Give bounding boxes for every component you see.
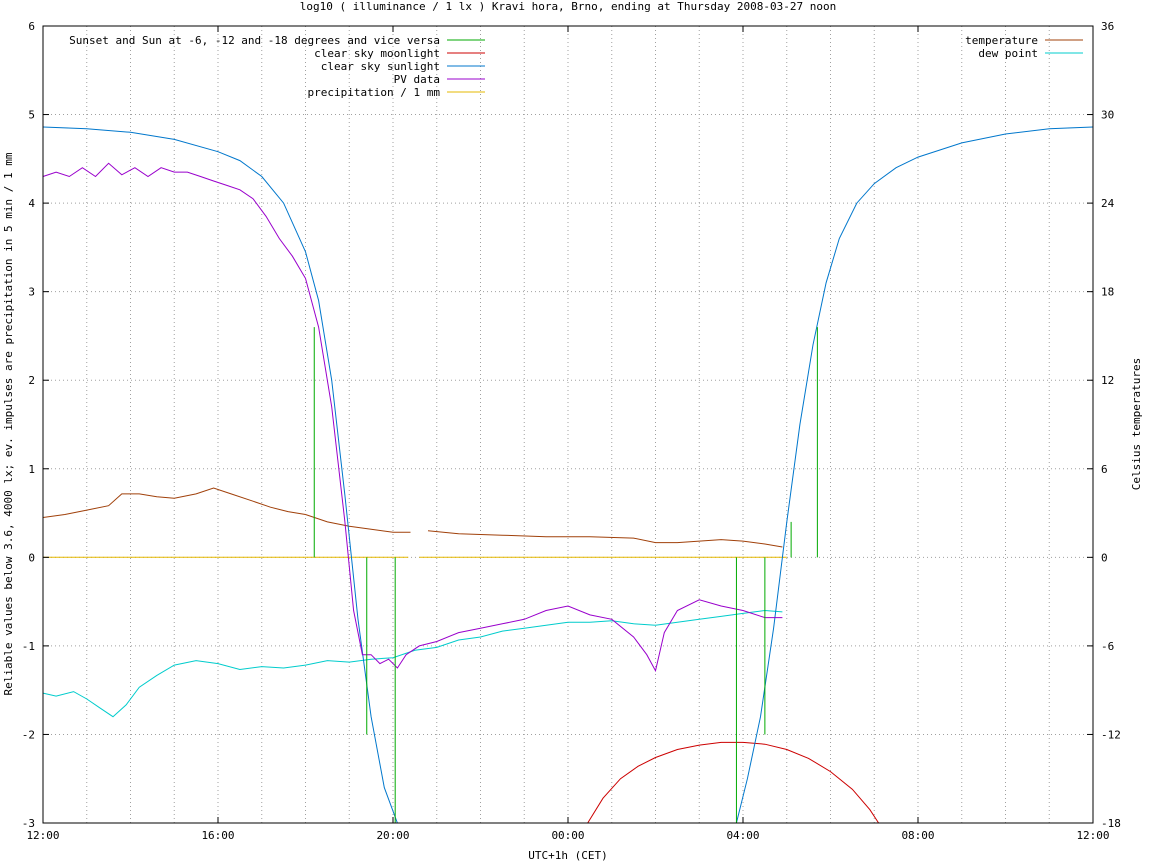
y2-tick-label: 30 [1101,109,1114,122]
series-moonlight [587,741,880,824]
legend: Sunset and Sun at -6, -12 and -18 degree… [69,34,1083,99]
series-pv-data [42,162,783,673]
series-temperature [427,530,783,548]
x-tick-label: 04:00 [726,829,759,842]
y2-tick-label: -6 [1101,640,1114,653]
y2-tick-label: 0 [1101,551,1108,564]
plot-frame [42,25,1094,824]
y2-axis-label: Celsius temperatures [1130,358,1143,490]
y-tick-label: -1 [22,640,35,653]
legend-label: temperature [965,34,1038,47]
y-tick-label: -3 [22,817,35,830]
y-tick-label: 1 [28,463,35,476]
y2-tick-label: 24 [1101,197,1115,210]
legend-label: Sunset and Sun at -6, -12 and -18 degree… [69,34,440,47]
x-tick-label: 16:00 [201,829,234,842]
x-tick-label: 20:00 [376,829,409,842]
y-tick-label: 2 [28,374,35,387]
legend-label: precipitation / 1 mm [308,86,441,99]
x-tick-label: 00:00 [551,829,584,842]
y2-tick-label: -18 [1101,817,1121,830]
y-tick-label: 4 [28,197,35,210]
series-dew-point [42,609,783,718]
series-temperature [42,487,411,533]
x-tick-label: 12:00 [26,829,59,842]
x-axis-label: UTC+1h (CET) [528,849,607,862]
legend-label: clear sky sunlight [321,60,440,73]
tick-layer: 12:00 16:00 20:00 00:00 04:00 08:00 12:00-3-2-… [22,20,1121,842]
y-tick-label: 5 [28,109,35,122]
y2-tick-label: 6 [1101,463,1108,476]
legend-label: dew point [978,47,1038,60]
y2-tick-label: 12 [1101,374,1114,387]
x-tick-label: 12:00 [1076,829,1109,842]
grid [43,26,1093,823]
y-tick-label: 6 [28,20,35,33]
y-tick-label: -2 [22,728,35,741]
y-tick-label: 0 [28,551,35,564]
y-tick-label: 3 [28,286,35,299]
chart-title: log10 ( illuminance / 1 lx ) Kravi hora,… [300,0,836,13]
y2-tick-label: 18 [1101,286,1114,299]
x-tick-label: 08:00 [901,829,934,842]
legend-label: PV data [394,73,440,86]
y2-tick-label: 36 [1101,20,1114,33]
y-axis-label: Reliable values below 3.6, 4000 lx; ev. … [2,152,15,695]
legend-label: clear sky moonlight [314,47,440,60]
y2-tick-label: -12 [1101,728,1121,741]
